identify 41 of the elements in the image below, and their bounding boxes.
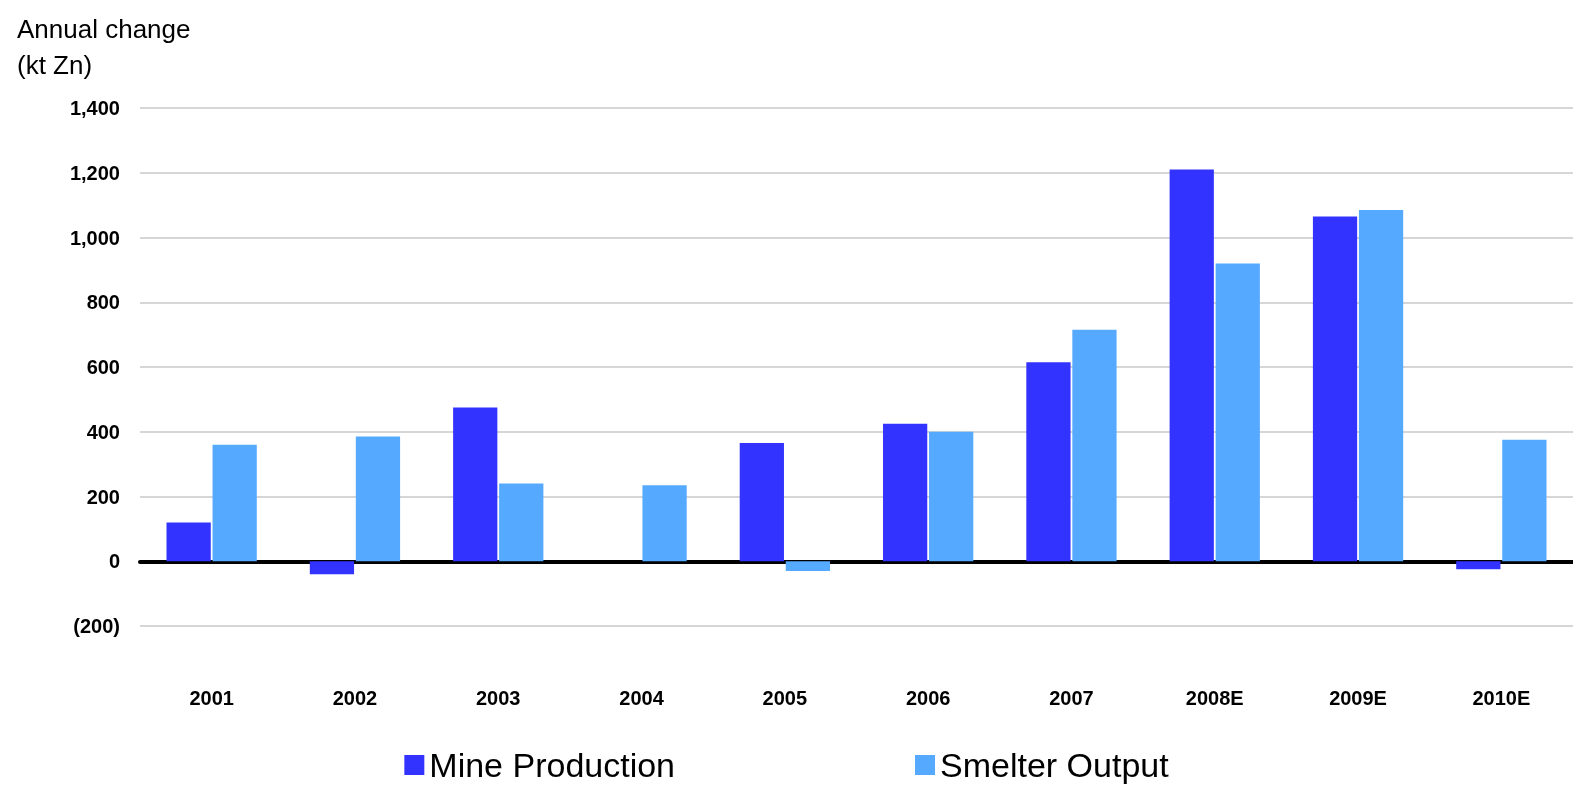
y-tick-label: 1,400 <box>69 97 120 119</box>
x-tick-label: 2004 <box>619 687 665 709</box>
bar <box>1358 209 1404 562</box>
x-tick-label: 2009E <box>1329 687 1387 709</box>
bar <box>1169 169 1214 562</box>
x-tick-label: 2007 <box>1049 687 1094 709</box>
bar <box>453 407 498 562</box>
bar <box>499 483 544 562</box>
y-tick-label: 1,200 <box>69 161 120 184</box>
bar <box>1312 216 1358 562</box>
bar <box>883 423 928 562</box>
x-tick-label: 2005 <box>762 687 808 709</box>
bar <box>739 443 784 562</box>
bar <box>1215 263 1260 562</box>
x-tick-label: 2006 <box>905 687 951 709</box>
x-tick-label: 2010E <box>1472 687 1531 709</box>
bar <box>1072 329 1117 562</box>
y-axis-title: Annual change (kt Zn) <box>17 14 191 80</box>
bar <box>355 436 401 562</box>
bar <box>642 485 687 562</box>
x-tick-label: 2001 <box>189 687 234 709</box>
bar <box>212 444 257 562</box>
y-tick-label: 0 <box>108 550 120 573</box>
bar <box>166 522 211 562</box>
legend-label: Smelter Output <box>940 746 1170 784</box>
bar <box>1456 561 1501 570</box>
y-tick-label: 600 <box>86 356 120 378</box>
x-tick-label: 2008E <box>1185 687 1244 709</box>
bar <box>309 561 355 575</box>
legend-label: Mine Production <box>429 746 676 784</box>
x-tick-label: 2003 <box>476 687 521 709</box>
bar <box>1502 439 1547 562</box>
x-tick-label: 2002 <box>332 687 378 709</box>
y-tick-label: 800 <box>86 291 120 314</box>
bar <box>1026 362 1071 562</box>
y-tick-label: 1,000 <box>69 226 120 249</box>
bar <box>929 431 974 562</box>
y-tick-label: 200 <box>86 485 120 508</box>
y-tick-label: (200) <box>73 615 120 637</box>
y-tick-label: 400 <box>86 420 120 443</box>
bar <box>785 561 830 571</box>
